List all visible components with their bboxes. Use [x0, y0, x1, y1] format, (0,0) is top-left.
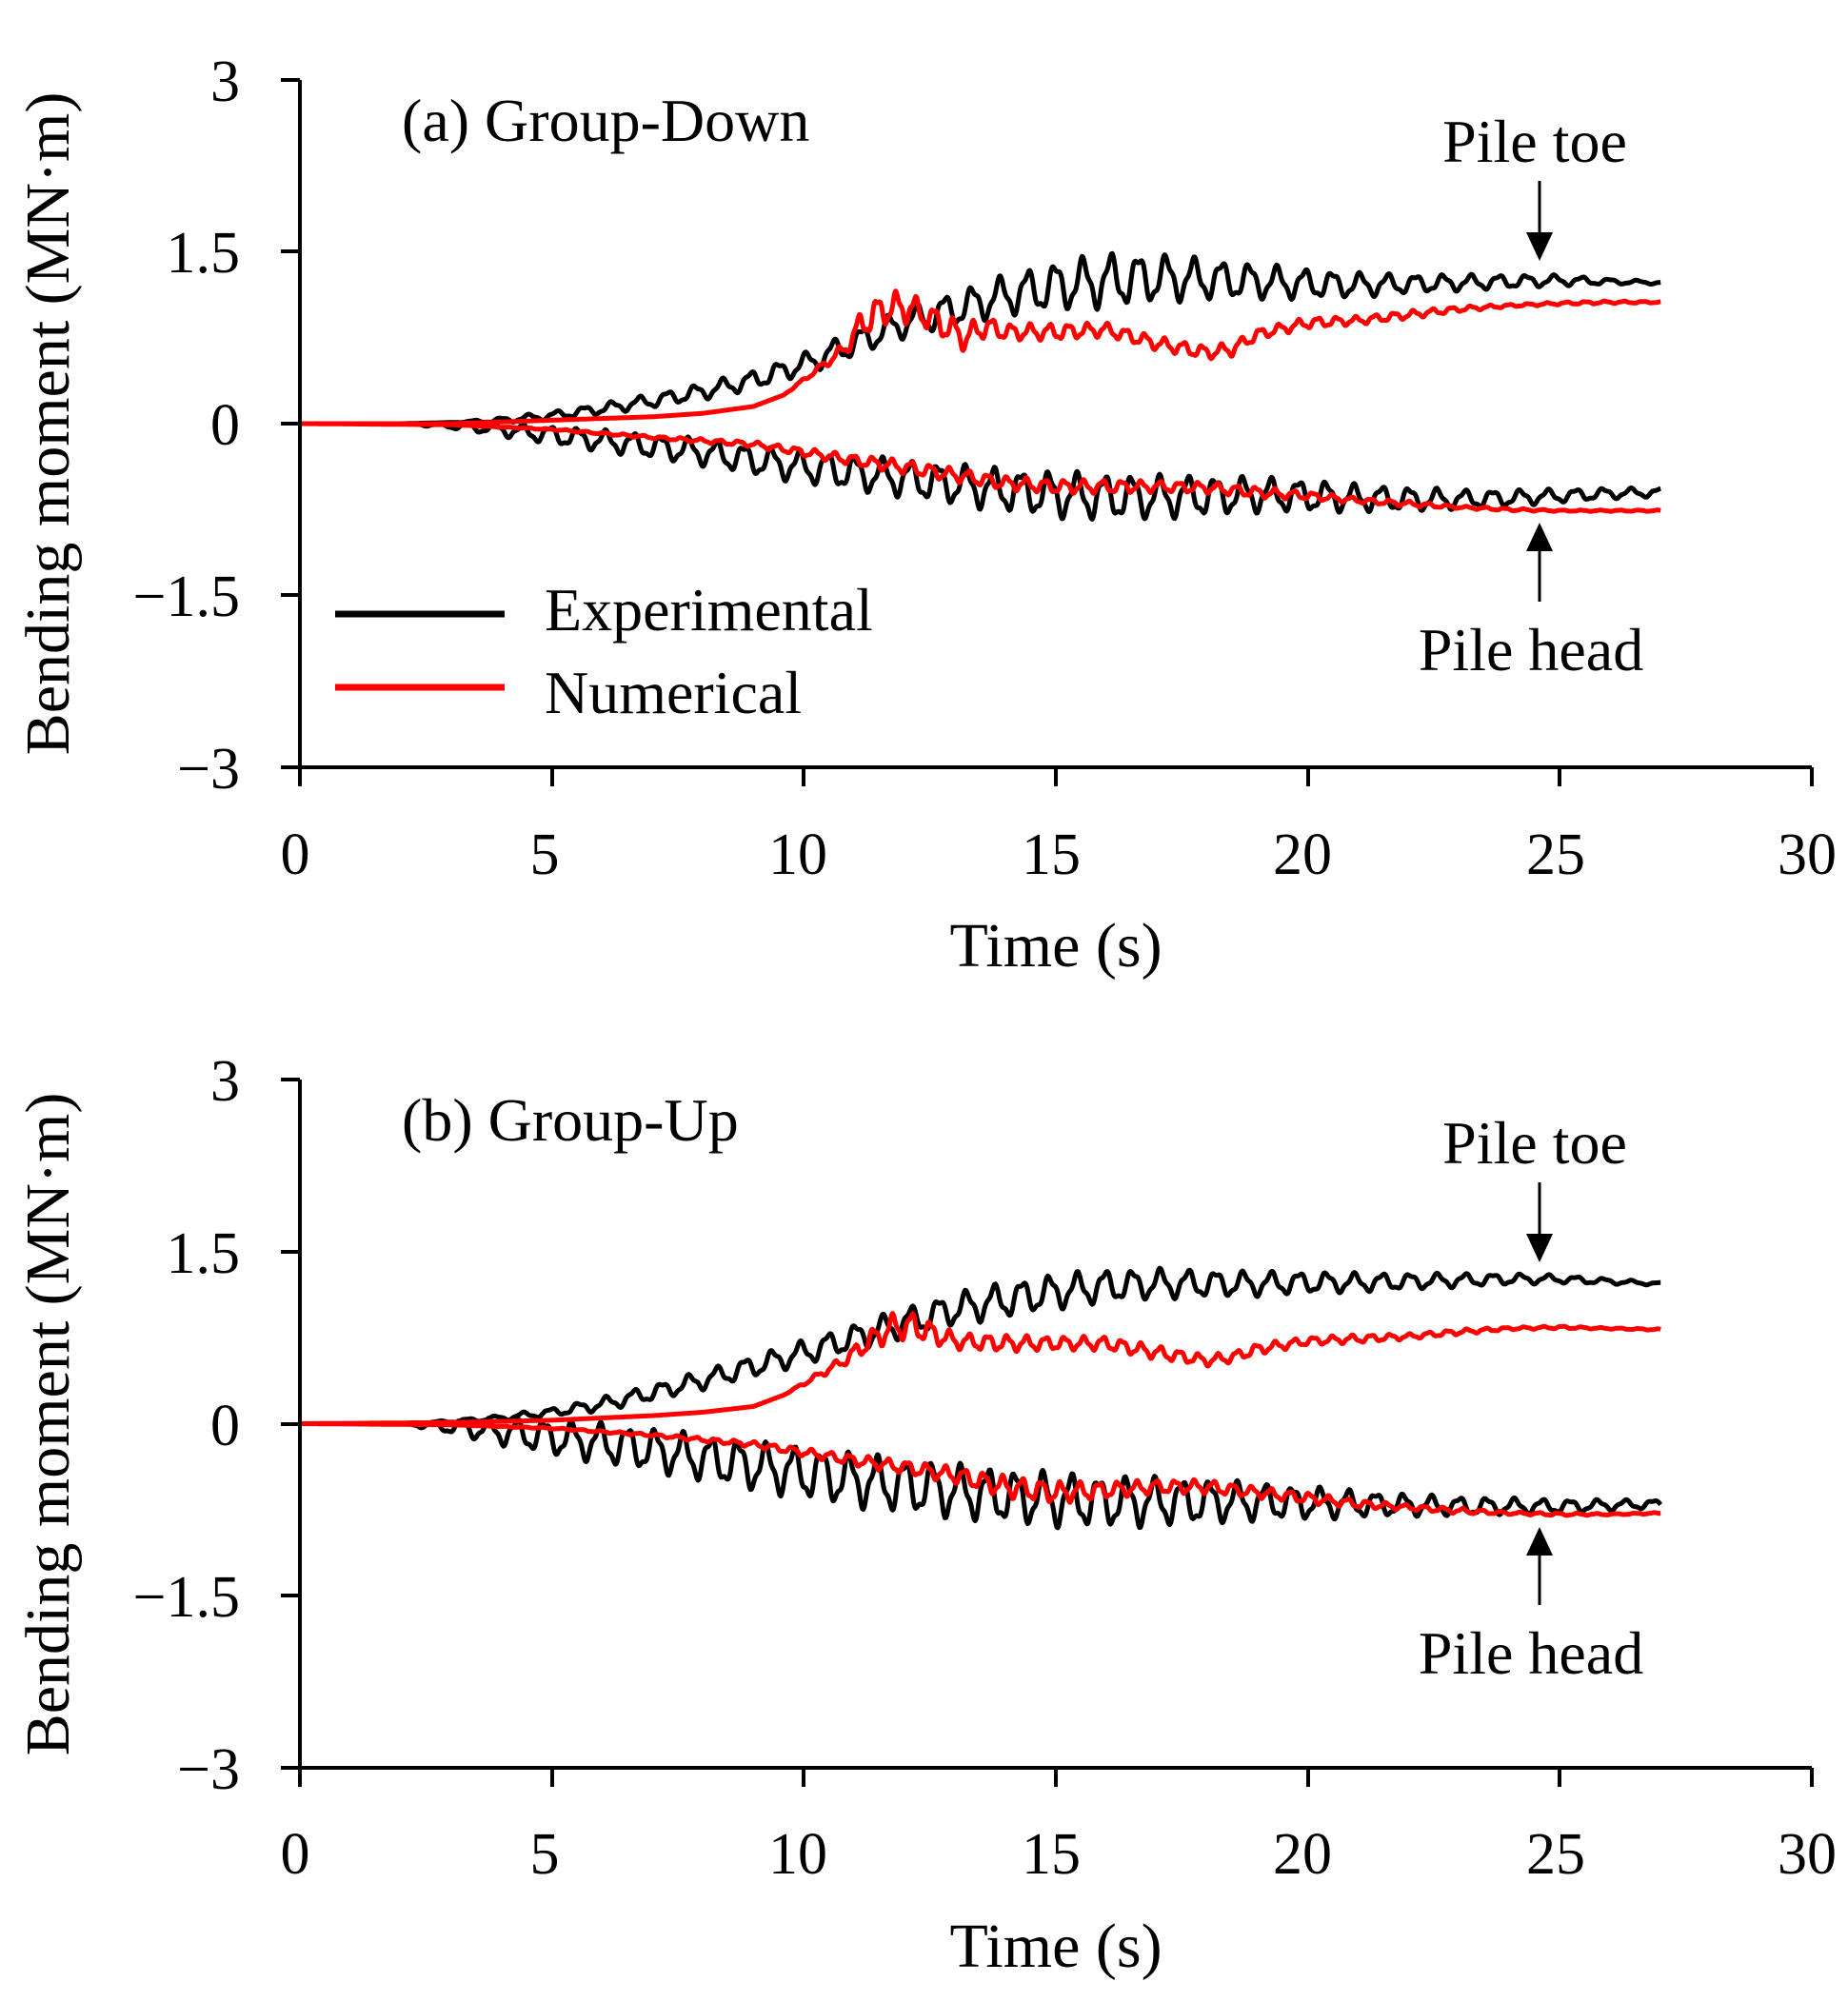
y-tick-label: −3 [177, 1737, 240, 1802]
annotation-pile-head: Pile head [1419, 616, 1643, 684]
y-tick-label: 1.5 [167, 221, 241, 286]
arrow-up-icon [1526, 523, 1553, 602]
legend-label-experimental: Experimental [545, 576, 873, 644]
y-axis-title: Bending moment (MN·m) [13, 92, 83, 756]
series-line-experimental-pile-head [298, 1416, 1663, 1531]
x-tick-label: 10 [768, 823, 827, 887]
x-tick-label: 20 [1273, 823, 1332, 887]
x-tick-label: 30 [1778, 823, 1837, 887]
y-tick-label: −1.5 [133, 1565, 240, 1630]
y-tick-label: 3 [210, 1049, 240, 1114]
y-tick-label: 3 [210, 50, 240, 114]
series-line-numerical-pile-toe [298, 288, 1662, 426]
x-axis-title: Time (s) [949, 911, 1162, 981]
x-tick-label: 25 [1526, 823, 1585, 887]
y-tick-label: 0 [210, 393, 240, 458]
y-tick-label: −3 [177, 737, 240, 802]
arrow-down-icon [1526, 181, 1553, 261]
series-line-experimental-pile-toe [298, 1265, 1662, 1426]
arrow-up-icon [1526, 1527, 1553, 1605]
y-tick-label: −1.5 [133, 565, 240, 629]
chart-panel-group-down: 3 1.5 0 −1.5 −3 0 5 10 15 20 25 30 Time … [13, 50, 1837, 981]
axes-group-up [281, 1078, 1814, 1787]
x-tick-label: 15 [1022, 823, 1081, 887]
series-line-numerical-pile-toe [298, 1311, 1662, 1426]
axes-group-down [281, 78, 1814, 786]
x-tick-label: 25 [1526, 1822, 1585, 1887]
series-layer-group-down [298, 250, 1662, 522]
series-line-numerical-pile-head [298, 1421, 1662, 1518]
x-tick-label: 30 [1778, 1822, 1837, 1887]
x-tick-label: 5 [530, 1822, 560, 1887]
x-tick-label: 10 [768, 1822, 827, 1887]
legend: Experimental Numerical [335, 576, 873, 726]
annotation-pile-toe: Pile toe [1442, 1109, 1627, 1177]
x-tick-label: 15 [1022, 1822, 1081, 1887]
x-tick-label: 0 [281, 1822, 310, 1887]
x-axis-title: Time (s) [949, 1912, 1162, 1981]
series-line-numerical-pile-head [298, 421, 1662, 514]
y-axis-title: Bending moment (MN·m) [13, 1093, 83, 1756]
x-tick-label: 5 [530, 823, 560, 887]
x-tick-label: 20 [1273, 1822, 1332, 1887]
y-tick-label: 1.5 [167, 1221, 241, 1286]
annotation-pile-toe: Pile toe [1442, 108, 1627, 175]
x-tick-label: 0 [281, 823, 310, 887]
panel-title: (b) Group-Up [402, 1086, 739, 1154]
y-tick-label: 0 [210, 1394, 240, 1458]
annotation-pile-head: Pile head [1419, 1619, 1643, 1687]
panel-title: (a) Group-Down [402, 87, 809, 154]
series-layer-group-up [298, 1265, 1663, 1531]
chart-panel-group-up: 3 1.5 0 −1.5 −3 0 5 10 15 20 25 30 Time … [13, 1049, 1837, 1981]
legend-label-numerical: Numerical [545, 659, 802, 726]
series-line-experimental-pile-toe [298, 250, 1662, 426]
arrow-down-icon [1526, 1182, 1553, 1262]
